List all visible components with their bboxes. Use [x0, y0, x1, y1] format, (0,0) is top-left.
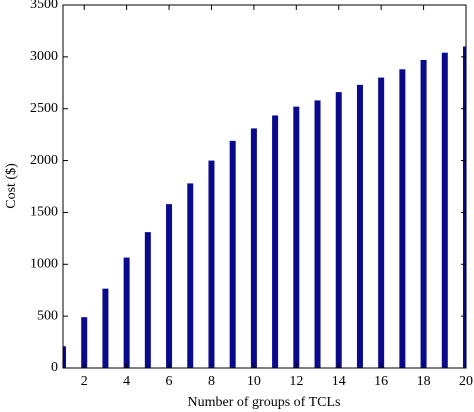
y-tick-label: 0 — [51, 360, 58, 375]
bar — [123, 257, 130, 368]
bar — [187, 183, 194, 368]
x-tick-label: 8 — [208, 374, 215, 389]
x-tick-label: 10 — [247, 374, 261, 389]
plot-frame — [62, 4, 467, 369]
x-tick-label: 4 — [123, 374, 130, 389]
bar — [314, 100, 321, 368]
x-tick-label: 14 — [332, 374, 346, 389]
x-tick-label: 6 — [166, 374, 173, 389]
bars — [63, 46, 466, 368]
bar — [144, 232, 151, 368]
bar — [441, 52, 448, 368]
bar — [102, 288, 109, 368]
x-tick-label: 20 — [459, 374, 473, 389]
y-tick-label: 3000 — [30, 49, 58, 64]
bar — [63, 346, 66, 368]
x-tick-label: 16 — [374, 374, 388, 389]
bar — [335, 92, 342, 368]
bar — [293, 106, 300, 368]
x-tick-label: 2 — [81, 374, 88, 389]
x-axis-label: Number of groups of TCLs — [188, 395, 341, 410]
bar — [399, 69, 406, 368]
x-tick-label: 18 — [417, 374, 431, 389]
y-tick-label: 3500 — [30, 0, 58, 12]
y-axis-label: Cost ($) — [4, 163, 19, 209]
y-tick-label: 1000 — [30, 257, 58, 272]
y-tick-label: 2500 — [30, 101, 58, 116]
bar — [378, 77, 385, 368]
bar — [250, 128, 257, 368]
bar — [81, 317, 88, 368]
bar — [356, 84, 363, 368]
y-tick-label: 1500 — [30, 205, 58, 220]
bar — [272, 115, 279, 368]
y-tick-label: 500 — [37, 308, 58, 323]
bar — [166, 204, 173, 368]
bar — [420, 59, 427, 368]
y-tick-label: 2000 — [30, 153, 58, 168]
bar — [229, 140, 236, 368]
x-tick-label: 12 — [289, 374, 303, 389]
bar — [463, 46, 466, 368]
bar — [208, 160, 215, 368]
